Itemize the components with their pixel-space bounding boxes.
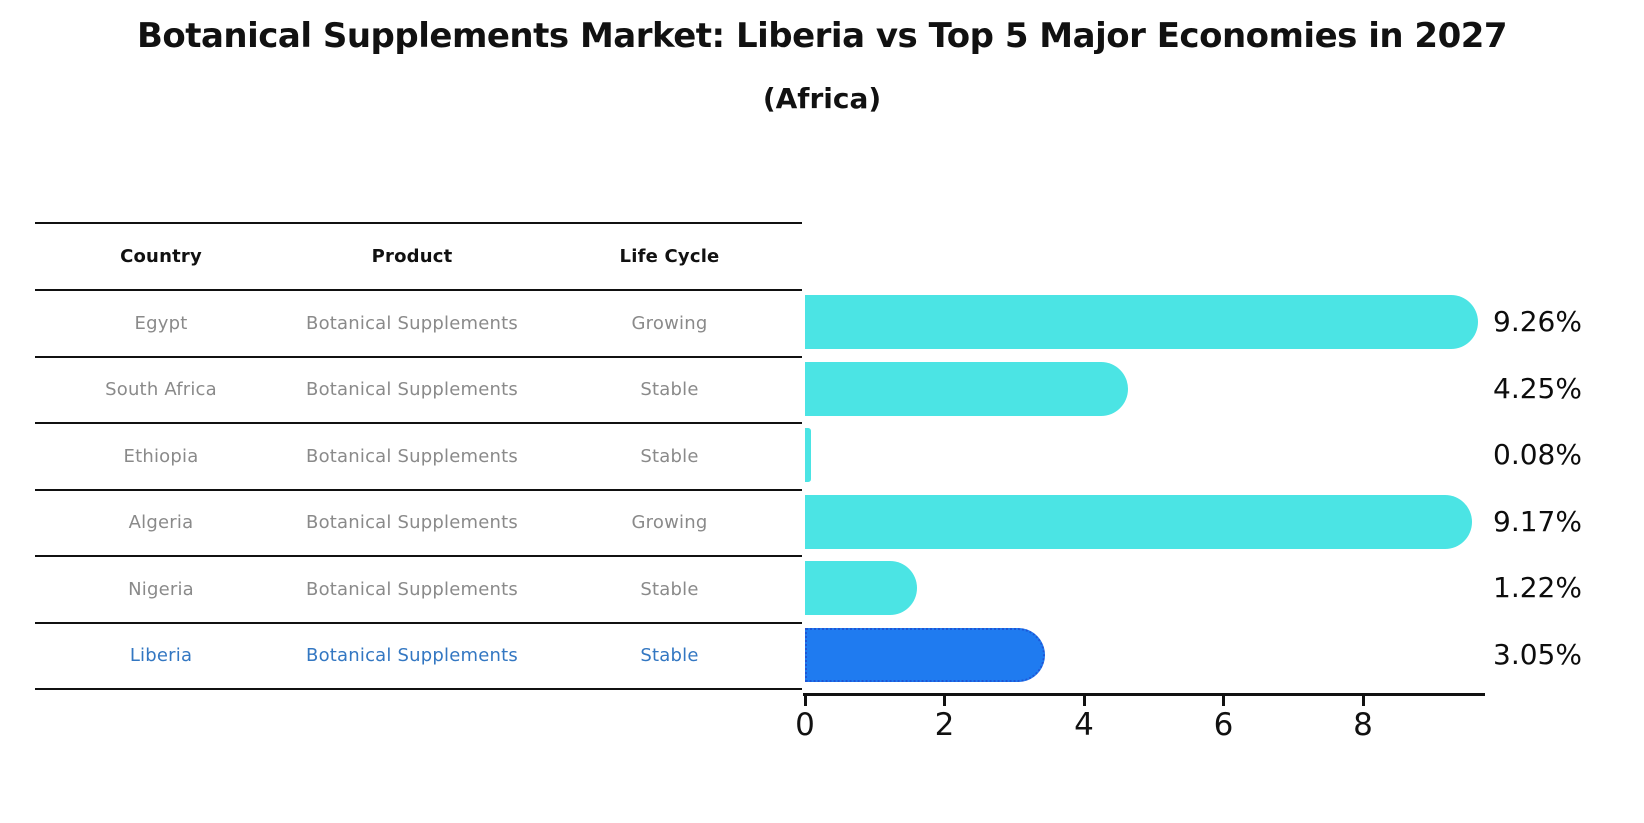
bar	[805, 494, 1472, 549]
cell-country: Nigeria	[128, 578, 194, 600]
x-axis-tick	[1222, 696, 1225, 706]
x-axis-line	[803, 693, 1486, 696]
cell-life-cycle: Stable	[640, 379, 699, 401]
bar-value-label: 4.25%	[1493, 371, 1582, 405]
cell-product: Botanical Supplements	[306, 312, 518, 334]
bar-value-label: 9.26%	[1493, 305, 1582, 339]
x-axis-tick-label: 2	[934, 707, 955, 743]
cell-product: Botanical Supplements	[306, 512, 518, 534]
cell-life-cycle: Stable	[640, 578, 699, 600]
table-row: South Africa Botanical Supplements Stable	[35, 358, 802, 424]
cell-product: Botanical Supplements	[306, 578, 518, 600]
cell-country: Algeria	[128, 512, 194, 534]
page-subtitle: (Africa)	[762, 82, 882, 115]
cell-life-cycle: Growing	[631, 312, 708, 334]
bar	[805, 361, 1129, 416]
bar-value-label: 1.22%	[1493, 571, 1582, 605]
x-axis-tick	[1361, 696, 1365, 706]
bar-value-label: 9.17%	[1493, 504, 1582, 538]
table-row: Ethiopia Botanical Supplements Stable	[35, 424, 802, 491]
x-axis-tick-label: 4	[1074, 707, 1094, 743]
header-cell-country: Country	[120, 246, 202, 267]
bar-value-label: 3.05%	[1493, 637, 1582, 671]
cell-country: South Africa	[105, 379, 217, 401]
cell-country: Ethiopia	[123, 445, 199, 467]
table-row: Nigeria Botanical Supplements Stable	[35, 557, 802, 624]
cell-product: Botanical Supplements	[306, 445, 518, 467]
x-axis-tick-label: 6	[1213, 707, 1234, 743]
bar-value-label: 0.08%	[1493, 438, 1582, 472]
header-cell-life-cycle: Life Cycle	[619, 246, 720, 267]
x-axis-tick	[1082, 696, 1086, 706]
table-header-row: Country Product Life Cycle	[35, 224, 802, 291]
cell-product: Botanical Supplements	[306, 379, 518, 401]
cell-life-cycle: Growing	[631, 512, 708, 534]
header-cell-product: Product	[371, 246, 453, 267]
x-axis-tick-label: 0	[795, 707, 815, 743]
page-title: Botanical Supplements Market: Liberia vs…	[136, 16, 1508, 56]
bar	[805, 295, 1478, 350]
bar	[805, 428, 811, 483]
cell-country: Egypt	[134, 312, 188, 334]
bar	[805, 561, 918, 616]
x-axis-tick	[803, 696, 807, 706]
bar-liberia-highlight	[805, 627, 1045, 682]
table-row: Liberia Botanical Supplements Stable	[35, 624, 802, 690]
table-row: Algeria Botanical Supplements Growing	[35, 491, 802, 557]
cell-country: Liberia	[129, 645, 193, 667]
x-axis-tick	[943, 696, 946, 706]
table-row: Egypt Botanical Supplements Growing	[35, 291, 802, 358]
cell-life-cycle: Stable	[640, 445, 699, 467]
x-axis-tick-label: 8	[1353, 707, 1373, 743]
cell-product: Botanical Supplements	[306, 645, 518, 667]
cell-life-cycle: Stable	[640, 645, 699, 667]
data-table: Country Product Life Cycle Egypt Botanica…	[35, 222, 802, 690]
